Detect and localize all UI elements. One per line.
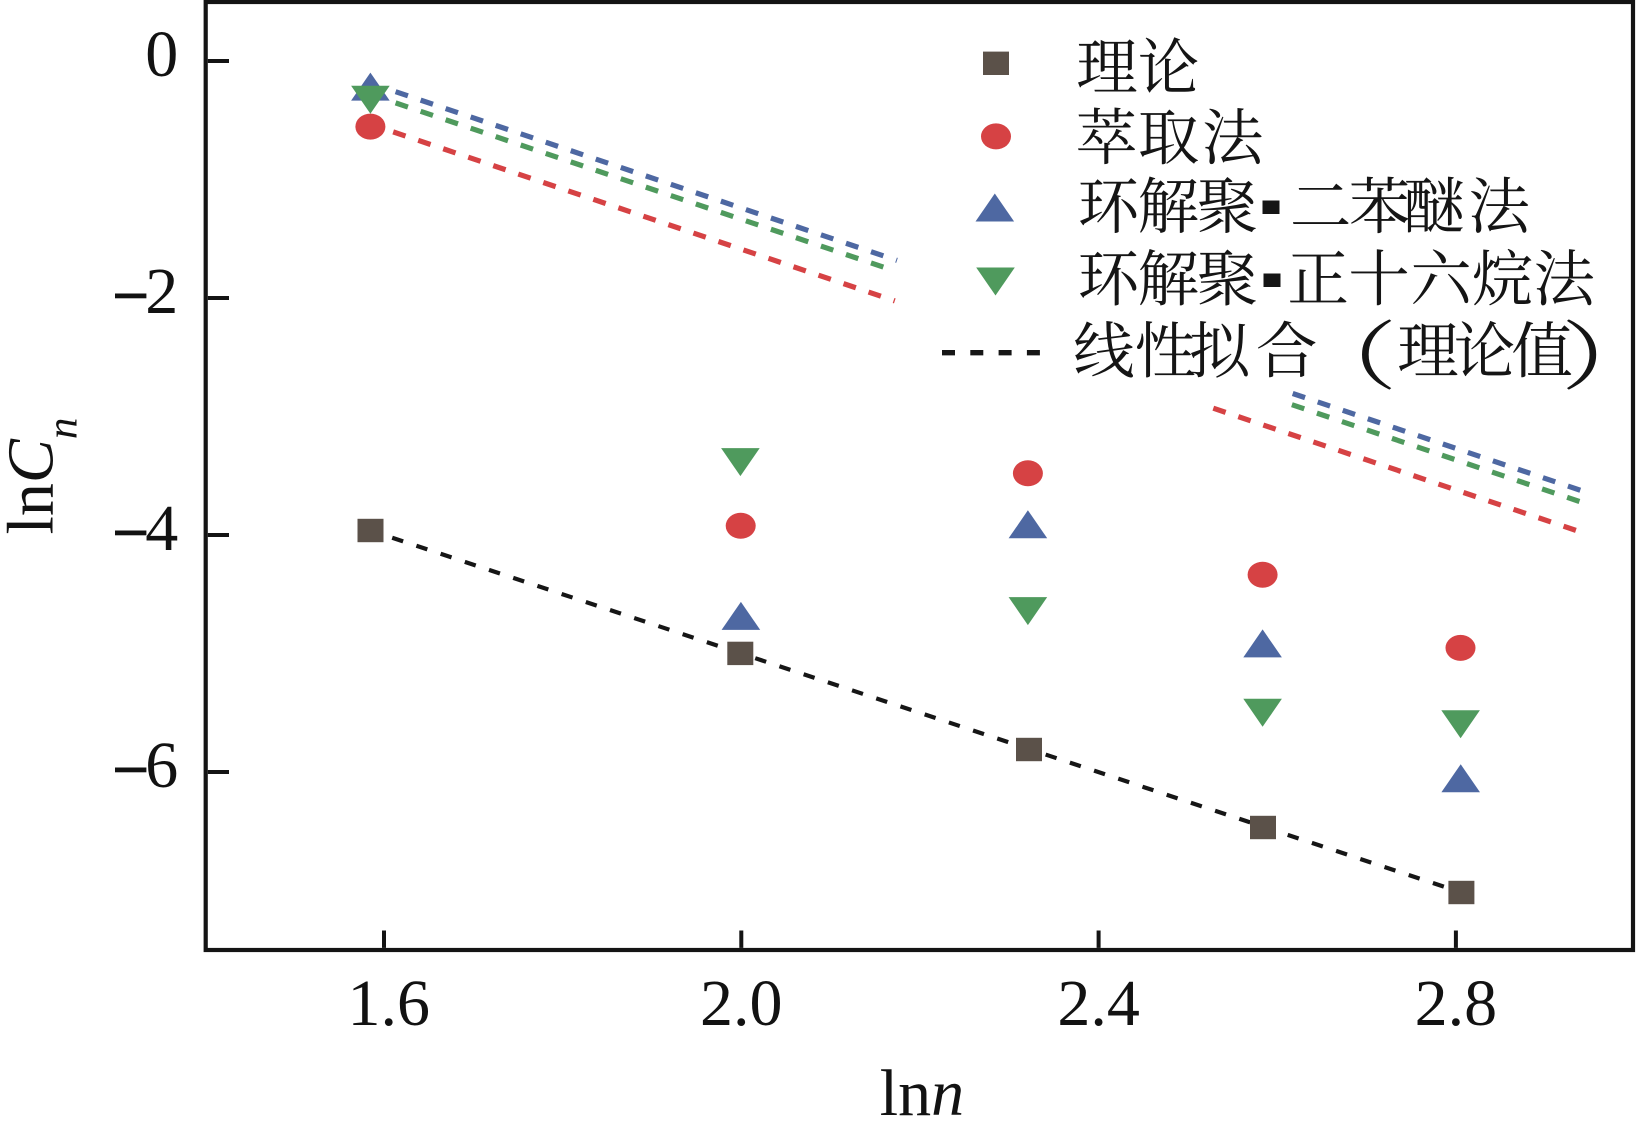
svg-text:lnn: lnn (880, 1057, 964, 1130)
svg-text:4: 4 (145, 492, 178, 565)
svg-text:2: 2 (145, 255, 178, 328)
svg-text:2.0: 2.0 (700, 967, 783, 1040)
svg-text:6: 6 (145, 729, 178, 802)
svg-text:1.6: 1.6 (348, 967, 431, 1040)
svg-text:2.8: 2.8 (1415, 967, 1498, 1040)
svg-text:0: 0 (145, 18, 178, 91)
svg-text:2.4: 2.4 (1057, 967, 1140, 1040)
